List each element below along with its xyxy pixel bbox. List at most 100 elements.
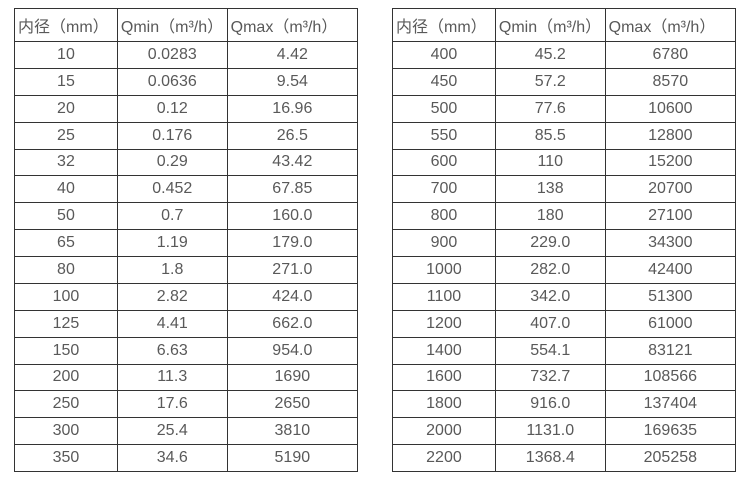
table-row: 80 1.8 271.0 <box>14 256 359 284</box>
column-header-qmax: Qmax（m³/h） <box>226 8 359 42</box>
table-row: 32 0.29 43.42 <box>14 148 359 177</box>
table-row: 400 45.2 6780 <box>392 41 737 69</box>
table-cell: 11.3 <box>116 363 228 392</box>
table-row: 100 2.82 424.0 <box>14 282 359 311</box>
table-row: 50 0.7 160.0 <box>14 202 359 231</box>
table-row: 1200 407.0 61000 <box>392 309 737 338</box>
table-row: 2200 1368.4 205258 <box>392 444 737 472</box>
table-cell: 0.7 <box>116 202 228 231</box>
table-row: 40 0.452 67.85 <box>14 175 359 204</box>
table-cell: 0.452 <box>116 175 228 204</box>
table-cell: 954.0 <box>226 336 359 365</box>
table-cell: 1600 <box>392 363 496 392</box>
table-cell: 1131.0 <box>494 417 606 446</box>
table-cell: 27100 <box>604 202 737 231</box>
column-header-inner-diameter: 内径（mm） <box>14 8 118 42</box>
table-cell: 500 <box>392 94 496 123</box>
table-row: 450 57.2 8570 <box>392 67 737 96</box>
column-header-qmin: Qmin（m³/h） <box>494 8 606 42</box>
table-cell: 800 <box>392 202 496 231</box>
table-cell: 25 <box>14 121 118 150</box>
table-row: 125 4.41 662.0 <box>14 309 359 338</box>
table-cell: 900 <box>392 229 496 257</box>
table-cell: 1.8 <box>116 256 228 284</box>
flow-rate-tables-container: 内径（mm） Qmin（m³/h） Qmax（m³/h） 10 0.0283 4.4… <box>14 8 737 472</box>
table-cell: 1400 <box>392 336 496 365</box>
table-row: 1600 732.7 108566 <box>392 363 737 392</box>
table-cell: 0.176 <box>116 121 228 150</box>
table-row: 10 0.0283 4.42 <box>14 41 359 69</box>
table-cell: 732.7 <box>494 363 606 392</box>
table-cell: 1800 <box>392 390 496 419</box>
table-cell: 554.1 <box>494 336 606 365</box>
table-cell: 282.0 <box>494 256 606 284</box>
table-cell: 100 <box>14 282 118 311</box>
table-cell: 51300 <box>604 282 737 311</box>
table-cell: 916.0 <box>494 390 606 419</box>
table-cell: 407.0 <box>494 309 606 338</box>
table-cell: 342.0 <box>494 282 606 311</box>
table-cell: 229.0 <box>494 229 606 257</box>
table-row: 350 34.6 5190 <box>14 444 359 472</box>
table-row: 900 229.0 34300 <box>392 229 737 257</box>
table-row: 65 1.19 179.0 <box>14 229 359 257</box>
table-cell: 1100 <box>392 282 496 311</box>
table-cell: 77.6 <box>494 94 606 123</box>
table-cell: 42400 <box>604 256 737 284</box>
table-body: 10 0.0283 4.42 15 0.0636 9.54 20 0.12 16.96 25 0.1… <box>14 41 359 472</box>
table-row: 700 138 20700 <box>392 175 737 204</box>
table-cell: 300 <box>14 417 118 446</box>
table-row: 2000 1131.0 169635 <box>392 417 737 446</box>
table-row: 150 6.63 954.0 <box>14 336 359 365</box>
table-cell: 32 <box>14 148 118 177</box>
table-cell: 350 <box>14 444 118 472</box>
table-cell: 400 <box>392 41 496 69</box>
table-cell: 16.96 <box>226 94 359 123</box>
table-cell: 20700 <box>604 175 737 204</box>
table-cell: 9.54 <box>226 67 359 96</box>
table-cell: 550 <box>392 121 496 150</box>
table-body: 400 45.2 6780 450 57.2 8570 500 77.6 10600 550 85.… <box>392 41 737 472</box>
table-cell: 67.85 <box>226 175 359 204</box>
table-cell: 12800 <box>604 121 737 150</box>
table-cell: 61000 <box>604 309 737 338</box>
table-cell: 20 <box>14 94 118 123</box>
table-row: 600 110 15200 <box>392 148 737 177</box>
table-cell: 1368.4 <box>494 444 606 472</box>
table-cell: 1000 <box>392 256 496 284</box>
table-cell: 137404 <box>604 390 737 419</box>
table-cell: 5190 <box>226 444 359 472</box>
table-cell: 200 <box>14 363 118 392</box>
table-cell: 180 <box>494 202 606 231</box>
table-cell: 250 <box>14 390 118 419</box>
table-row: 550 85.5 12800 <box>392 121 737 150</box>
table-cell: 662.0 <box>226 309 359 338</box>
table-cell: 0.12 <box>116 94 228 123</box>
table-row: 500 77.6 10600 <box>392 94 737 123</box>
table-cell: 83121 <box>604 336 737 365</box>
table-cell: 1.19 <box>116 229 228 257</box>
table-cell: 160.0 <box>226 202 359 231</box>
table-row: 300 25.4 3810 <box>14 417 359 446</box>
column-header-inner-diameter: 内径（mm） <box>392 8 496 42</box>
table-row: 1100 342.0 51300 <box>392 282 737 311</box>
table-cell: 17.6 <box>116 390 228 419</box>
table-cell: 125 <box>14 309 118 338</box>
column-header-qmax: Qmax（m³/h） <box>604 8 737 42</box>
table-cell: 110 <box>494 148 606 177</box>
table-cell: 25.4 <box>116 417 228 446</box>
table-cell: 450 <box>392 67 496 96</box>
table-cell: 3810 <box>226 417 359 446</box>
table-cell: 424.0 <box>226 282 359 311</box>
table-cell: 85.5 <box>494 121 606 150</box>
flow-rate-table-small-diameters: 内径（mm） Qmin（m³/h） Qmax（m³/h） 10 0.0283 4.4… <box>14 8 359 472</box>
table-cell: 57.2 <box>494 67 606 96</box>
table-cell: 1690 <box>226 363 359 392</box>
table-cell: 2650 <box>226 390 359 419</box>
table-cell: 80 <box>14 256 118 284</box>
table-cell: 150 <box>14 336 118 365</box>
table-cell: 10600 <box>604 94 737 123</box>
table-cell: 15 <box>14 67 118 96</box>
table-cell: 45.2 <box>494 41 606 69</box>
table-cell: 34300 <box>604 229 737 257</box>
